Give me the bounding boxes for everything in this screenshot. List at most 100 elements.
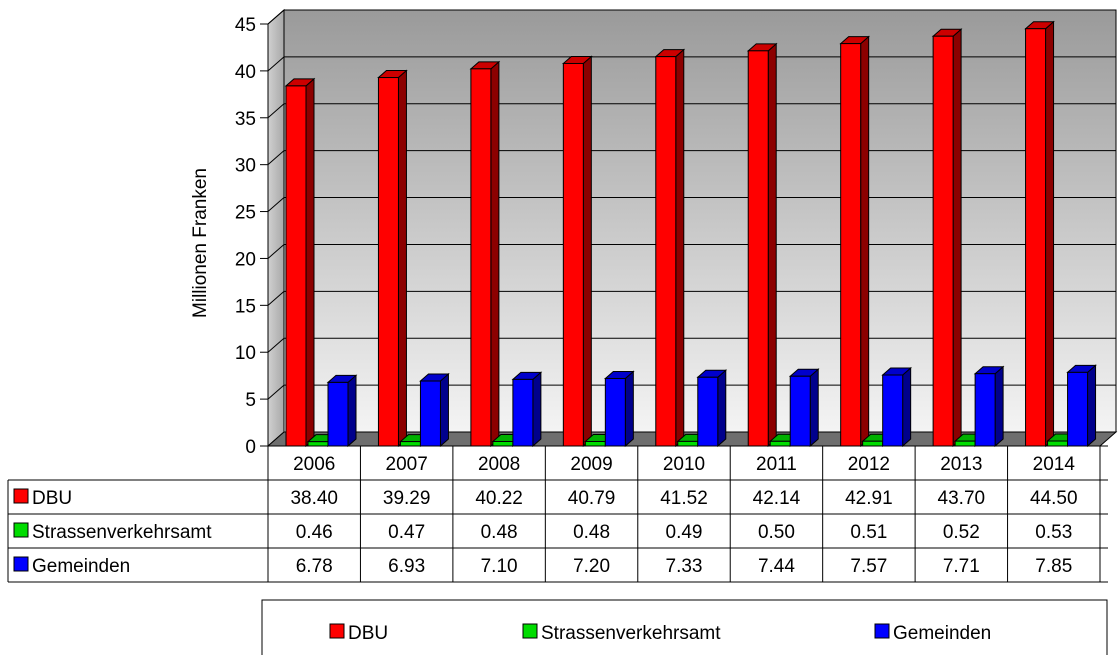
legend-swatch-gemeinden [874, 623, 890, 639]
y-tick-label: 30 [235, 156, 256, 177]
table-cell: 43.70 [938, 488, 986, 509]
bar-front [307, 441, 329, 447]
y-tick-label: 20 [235, 249, 256, 270]
bar-front [655, 56, 677, 447]
bar-gemeinden-2014 [1066, 364, 1097, 448]
bar-gemeinden-2012 [881, 366, 912, 448]
gridline-side [267, 290, 285, 306]
table-cell: 0.51 [850, 522, 887, 543]
bar-side [902, 366, 912, 448]
side-wall [267, 8, 285, 448]
y-tick-label: 25 [235, 203, 256, 224]
table-cell: 39.29 [383, 488, 431, 509]
gridline-side [267, 197, 285, 212]
bar-front [882, 374, 904, 447]
bar-front [677, 440, 699, 447]
bar-front [1067, 371, 1089, 447]
table-cell: 42.91 [845, 488, 893, 509]
table-cell: 38.40 [290, 488, 338, 509]
legend-label-strassenverkehrsamt: Strassenverkehrsamt [541, 623, 721, 644]
bar-front [1047, 440, 1069, 447]
y-tick-label: 45 [235, 15, 256, 36]
y-axis: 0 5 10 15 20 25 30 35 40 45 Millionen Franken [190, 15, 269, 458]
bar-dbu-2006 [284, 77, 316, 448]
table-series-key [13, 488, 29, 504]
table-cell: 0.52 [943, 522, 980, 543]
bar-front [789, 375, 811, 447]
table-cell: 6.78 [296, 556, 333, 577]
table-cell: 40.79 [568, 488, 616, 509]
bar-side [490, 60, 500, 448]
legend-box [261, 599, 1108, 655]
bar-front [604, 377, 626, 447]
gridline-side [267, 56, 285, 72]
bar-front [932, 35, 954, 447]
legend: DBU Strassenverkehrsamt Gemeinden [261, 599, 1108, 655]
table-category-2010: 2010 [663, 454, 705, 475]
table-category-2009: 2009 [570, 454, 612, 475]
bar-side [624, 370, 634, 448]
bar-dbu-2010 [654, 48, 686, 448]
bar-front [285, 85, 307, 447]
table-cell: 6.93 [388, 556, 425, 577]
table-cell: 7.71 [943, 556, 980, 577]
table-series-key [13, 556, 29, 572]
table-category-2008: 2008 [478, 454, 520, 475]
bar-side [347, 374, 357, 448]
table-cell: 7.85 [1035, 556, 1072, 577]
data-table: 2006 2007 2008 2009 2010 2011 2012 2013 2014 DBU 3… [7, 445, 1108, 583]
bar-front [697, 376, 719, 447]
table-cell: 0.53 [1035, 522, 1072, 543]
bar-front [954, 440, 976, 447]
bar-front [512, 378, 534, 447]
legend-swatch-strassenverkehrsamt [522, 623, 538, 639]
table-cell: 0.46 [296, 522, 333, 543]
table-cell: 0.49 [666, 522, 703, 543]
table-cell: 7.10 [481, 556, 518, 577]
bar-gemeinden-2008 [511, 371, 543, 448]
bar-front [492, 440, 514, 447]
bar-dbu-2014 [1024, 20, 1055, 448]
bar-side [305, 77, 315, 448]
bar-side [860, 35, 870, 448]
bar-dbu-2012 [839, 35, 870, 448]
bar-dbu-2013 [931, 28, 963, 448]
bar-front [840, 43, 862, 447]
table-cell: 41.52 [660, 488, 708, 509]
table-category-2013: 2013 [940, 454, 982, 475]
gridline-side [267, 337, 285, 353]
table-category-2007: 2007 [386, 454, 428, 475]
y-tick-label: 35 [235, 109, 256, 130]
table-category-2014: 2014 [1033, 454, 1076, 475]
bar-dbu-2009 [562, 55, 593, 448]
bar-front [470, 68, 492, 447]
table-category-2006: 2006 [293, 454, 335, 475]
legend-swatch-dbu [329, 623, 345, 639]
bar-side [675, 48, 685, 448]
bar-side [439, 372, 449, 448]
table-cell: 42.14 [753, 488, 801, 509]
bar-front [862, 440, 884, 447]
bar-dbu-2011 [746, 42, 778, 448]
gridline-side [267, 384, 285, 400]
gridline-side [267, 244, 285, 259]
table-cell: 0.48 [573, 522, 610, 543]
table-series-name: Strassenverkehrsamt [32, 522, 212, 543]
bar-side [532, 371, 542, 448]
bar-marks [284, 20, 1097, 448]
bar-front [584, 440, 606, 447]
table-cell: 7.33 [666, 556, 703, 577]
bar-front [327, 381, 349, 447]
y-tick-label: 40 [235, 62, 256, 83]
bar-gemeinden-2006 [326, 374, 358, 448]
bar-gemeinden-2009 [604, 370, 635, 448]
y-tick-label: 15 [235, 296, 256, 317]
bar-side [809, 368, 819, 448]
legend-label-gemeinden: Gemeinden [893, 623, 991, 644]
y-tick-label: 5 [245, 390, 256, 411]
bar-front [419, 380, 441, 447]
bar-side [1087, 364, 1097, 448]
y-tick-label: 10 [235, 343, 256, 364]
bar-front [399, 441, 421, 447]
bar-front [974, 373, 996, 447]
